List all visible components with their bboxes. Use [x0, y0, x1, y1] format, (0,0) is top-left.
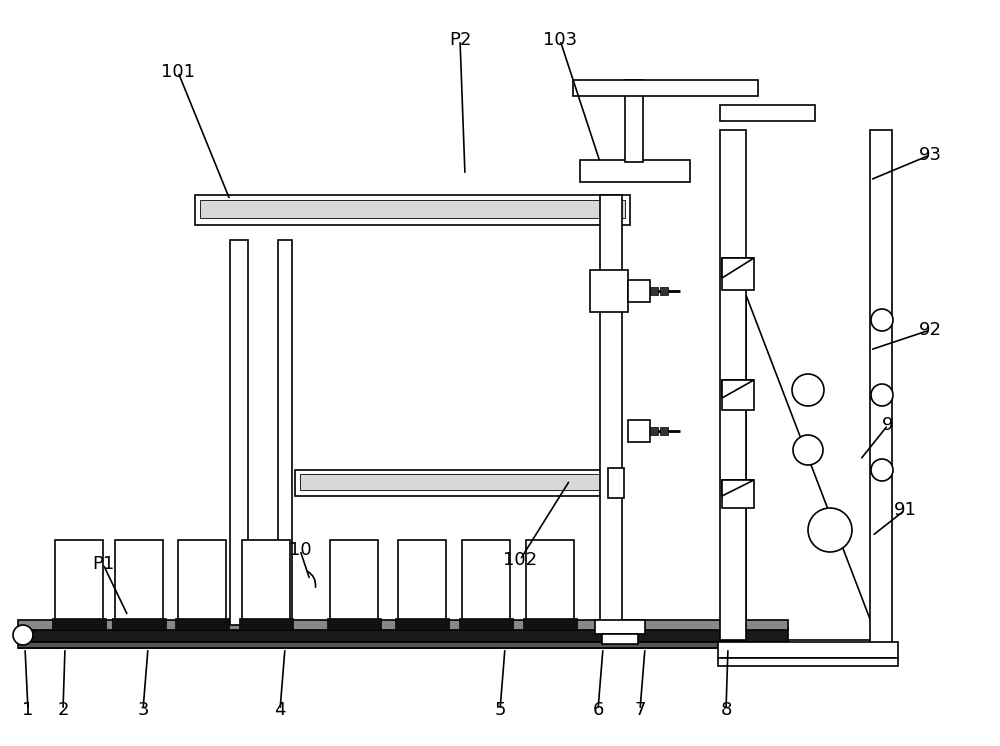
Circle shape [793, 435, 823, 465]
Bar [625, 80, 643, 162]
Bar [459, 618, 513, 630]
Bar [395, 618, 449, 630]
Text: 93: 93 [918, 146, 942, 164]
Circle shape [871, 309, 893, 331]
Text: 3: 3 [137, 701, 149, 719]
Bar [580, 160, 690, 182]
Bar [52, 618, 106, 630]
Bar [722, 380, 754, 410]
Bar [278, 240, 292, 625]
Bar [115, 540, 163, 620]
Bar [18, 620, 788, 630]
Text: 1: 1 [22, 701, 34, 719]
Bar [602, 634, 638, 644]
Bar [660, 287, 668, 295]
Text: P2: P2 [449, 31, 471, 49]
Bar [175, 618, 229, 630]
Bar [573, 80, 758, 96]
Text: 103: 103 [543, 31, 577, 49]
Text: P1: P1 [92, 555, 114, 573]
Circle shape [871, 384, 893, 406]
Bar [718, 642, 898, 658]
Bar [295, 470, 615, 496]
Bar [650, 287, 658, 295]
Bar [300, 474, 610, 490]
Bar [600, 195, 622, 625]
Bar [195, 195, 630, 225]
Text: 5: 5 [494, 701, 506, 719]
Bar [239, 618, 293, 630]
Circle shape [13, 625, 33, 645]
Polygon shape [722, 480, 754, 496]
Text: 102: 102 [503, 551, 537, 569]
Text: 4: 4 [274, 701, 286, 719]
Text: 2: 2 [57, 701, 69, 719]
Text: 92: 92 [918, 321, 942, 339]
Bar [462, 540, 510, 620]
Bar [330, 540, 378, 620]
Text: 10: 10 [289, 541, 311, 559]
Polygon shape [722, 380, 754, 398]
Bar [608, 468, 624, 498]
Polygon shape [746, 295, 878, 640]
Bar [18, 642, 788, 648]
Bar [720, 105, 815, 121]
Bar [628, 280, 650, 302]
Circle shape [792, 374, 824, 406]
Bar [523, 618, 577, 630]
Bar [720, 130, 746, 640]
Text: 8: 8 [720, 701, 732, 719]
Bar [718, 658, 898, 666]
Bar [327, 618, 381, 630]
Bar [112, 618, 166, 630]
Circle shape [871, 459, 893, 481]
Bar [595, 620, 645, 634]
Bar [230, 240, 248, 625]
Bar [55, 540, 103, 620]
Bar [628, 420, 650, 442]
Bar [590, 270, 628, 312]
Bar [870, 130, 892, 650]
Circle shape [808, 508, 852, 552]
Bar [660, 427, 668, 435]
Text: 6: 6 [592, 701, 604, 719]
Bar [398, 540, 446, 620]
Bar [18, 628, 788, 642]
Text: 9: 9 [882, 416, 894, 434]
Bar [526, 540, 574, 620]
Bar [650, 427, 658, 435]
Bar [722, 258, 754, 290]
Text: 91: 91 [894, 501, 916, 519]
Bar [200, 200, 625, 218]
Bar [178, 540, 226, 620]
Text: 7: 7 [634, 701, 646, 719]
Polygon shape [722, 258, 754, 278]
Bar [242, 540, 290, 620]
Bar [722, 480, 754, 508]
Text: 101: 101 [161, 63, 195, 81]
